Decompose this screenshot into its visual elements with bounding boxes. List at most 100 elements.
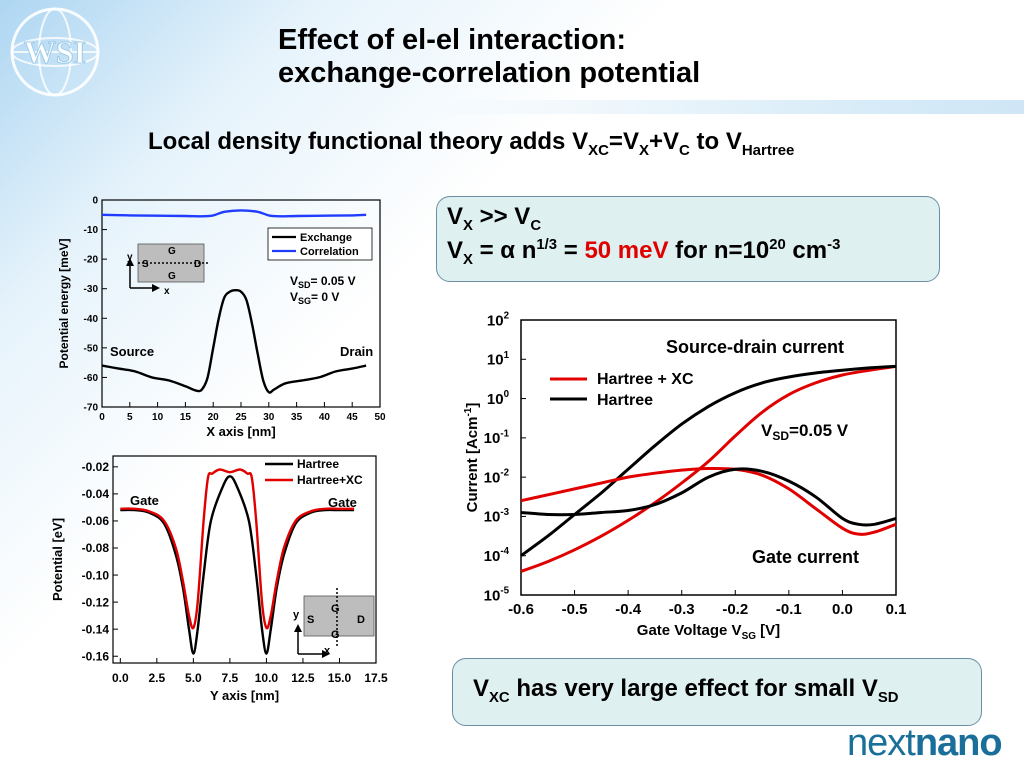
y-tick-label: 0 xyxy=(92,196,98,207)
inset-drain: D xyxy=(357,614,365,626)
x-tick-label: 0.0 xyxy=(832,601,853,618)
inset-x-label: x xyxy=(324,645,331,657)
vsg-annotation: VSG= 0 V xyxy=(290,290,339,306)
vsd-annotation: VSD= 0.05 V xyxy=(290,274,356,290)
device-inset: G S D G y x xyxy=(293,588,375,658)
x-tick-label: 30 xyxy=(263,412,275,423)
title-line-2: exchange-correlation potential xyxy=(278,57,701,89)
y-tick-label: -60 xyxy=(84,373,99,384)
alpha-symbol: α xyxy=(500,237,516,264)
box1-l1-v: V xyxy=(447,203,464,230)
inset-drain: D xyxy=(194,259,201,270)
box1-line1: VX >> VC xyxy=(447,203,541,234)
chart-legend: Hartree + XC Hartree xyxy=(550,371,694,409)
box1-l2-v: V xyxy=(447,237,464,264)
inset-gate-top: G xyxy=(331,603,340,615)
gate-right-label: Gate xyxy=(328,495,357,510)
y-tick-label: -30 xyxy=(84,284,99,295)
x-tick-label: -0.4 xyxy=(615,601,642,618)
series-line-correlation xyxy=(101,209,367,218)
y-tick-label: 101 xyxy=(487,350,510,369)
wsi-logo: WSI xyxy=(10,7,100,97)
x-tick-label: 35 xyxy=(291,412,303,423)
y-axis-label: Potential energy [meV] xyxy=(57,238,71,368)
x-tick-label: 10.0 xyxy=(255,671,279,685)
vx-estimate-box: VX >> VC VX = α n1/3 = 50 meV for n=1020… xyxy=(436,196,940,282)
source-drain-current-label: Source-drain current xyxy=(666,337,844,357)
x-axis-label: Gate Voltage VSG [V] xyxy=(637,622,780,642)
series-line-hartree xyxy=(120,475,355,655)
plot-frame xyxy=(520,319,897,596)
y-axis-label: Current [Acm-1] xyxy=(463,403,481,513)
x-tick-label: 17.5 xyxy=(364,671,388,685)
subtitle-sub-c: C xyxy=(679,141,690,159)
x-tick-label: 15 xyxy=(180,412,192,423)
y-tick-label: -0.16 xyxy=(82,649,110,663)
slide-title: Effect of el-el interaction: exchange-co… xyxy=(278,24,700,90)
box1-l1-gt: >> V xyxy=(472,203,531,230)
y-tick-label: -70 xyxy=(84,403,99,414)
title-line-1: Effect of el-el interaction: xyxy=(278,24,627,56)
gate-current-label: Gate current xyxy=(752,547,859,567)
y-tick-label: -40 xyxy=(84,314,99,325)
legend-hartree: Hartree xyxy=(597,392,653,409)
x-tick-label: 20 xyxy=(208,412,220,423)
x-tick-label: 50 xyxy=(374,412,386,423)
x-tick-label: 40 xyxy=(319,412,331,423)
x-axis-label: Y axis [nm] xyxy=(210,688,279,703)
y-arrowhead-icon xyxy=(294,624,302,632)
legend-correlation: Correlation xyxy=(300,246,359,258)
x-arrowhead-icon xyxy=(322,650,330,658)
series-line-hartree-source-drain xyxy=(520,364,897,557)
y-tick-label: 10-4 xyxy=(484,546,510,565)
inset-gate-bottom: G xyxy=(331,629,340,641)
box1-l2-sup-20: 20 xyxy=(769,237,786,253)
y-tick-label: -0.06 xyxy=(82,514,110,528)
potential-y-chart: 0.0 2.5 5.0 7.5 10.0 12.5 15.0 17.5 -0.02 -0.04 -0… xyxy=(50,455,388,703)
y-axis-label: Potential [eV] xyxy=(50,518,65,601)
box1-line2: VX = α n1/3 = 50 meV for n=1020 cm-3 xyxy=(447,237,840,268)
vsd-annotation: VSD=0.05 V xyxy=(761,421,849,443)
inset-gate-bottom: G xyxy=(168,271,176,282)
box1-l2-sup-third: 1/3 xyxy=(536,237,558,253)
x-tick-label: 12.5 xyxy=(291,671,315,685)
box1-l1-sub-c: C xyxy=(530,217,542,234)
y-tick-label: 102 xyxy=(487,311,510,330)
subtitle-text-2: =V xyxy=(608,128,639,155)
y-tick-label: 10-2 xyxy=(484,468,510,487)
box2-line: VXC has very large effect for small VSD xyxy=(473,675,899,706)
x-tick-label: -0.6 xyxy=(508,601,534,618)
box1-l2-for: for n=10 xyxy=(668,237,770,264)
inset-source: S xyxy=(142,259,149,270)
y-tick-label: 10-1 xyxy=(484,428,510,447)
y-tick-label: -0.08 xyxy=(82,541,110,555)
y-tick-label: -0.12 xyxy=(82,595,110,609)
series-line-hartree-gate xyxy=(520,467,897,527)
x-axis-label: X axis [nm] xyxy=(206,424,275,439)
legend-box xyxy=(267,227,373,261)
box1-l1-sub-x: X xyxy=(463,217,473,234)
chart-legend: Hartree Hartree+XC xyxy=(265,457,363,487)
y-tick-label: -50 xyxy=(84,343,99,354)
logo-text: WSI xyxy=(24,34,86,70)
series-line-hartree-xc-source-drain xyxy=(520,364,897,573)
x-tick-label: 0 xyxy=(99,412,105,423)
subtitle-text-4: to V xyxy=(689,128,742,155)
y-tick-label: -10 xyxy=(84,225,99,236)
gate-left-label: Gate xyxy=(130,493,159,508)
x-tick-label: -0.2 xyxy=(722,601,748,618)
y-tick-label: -0.14 xyxy=(82,622,110,636)
x-tick-label: 2.5 xyxy=(148,671,165,685)
inset-device-body xyxy=(303,595,375,637)
legend-exchange: Exchange xyxy=(300,232,352,244)
box1-l2-sub-x: X xyxy=(463,251,473,268)
x-arrowhead-icon xyxy=(152,284,160,292)
subtitle-sub-hartree: Hartree xyxy=(741,141,795,159)
x-tick-label: 15.0 xyxy=(328,671,352,685)
box2-sub-xc: XC xyxy=(489,689,510,706)
x-tick-label: 10 xyxy=(152,412,164,423)
x-tick-label: -0.3 xyxy=(669,601,695,618)
header-stripe xyxy=(424,100,1024,114)
potential-x-chart: 0 5 10 15 20 25 30 35 40 45 50 0 -10 -20 -30 -40 -50 -60 -… xyxy=(57,196,386,440)
